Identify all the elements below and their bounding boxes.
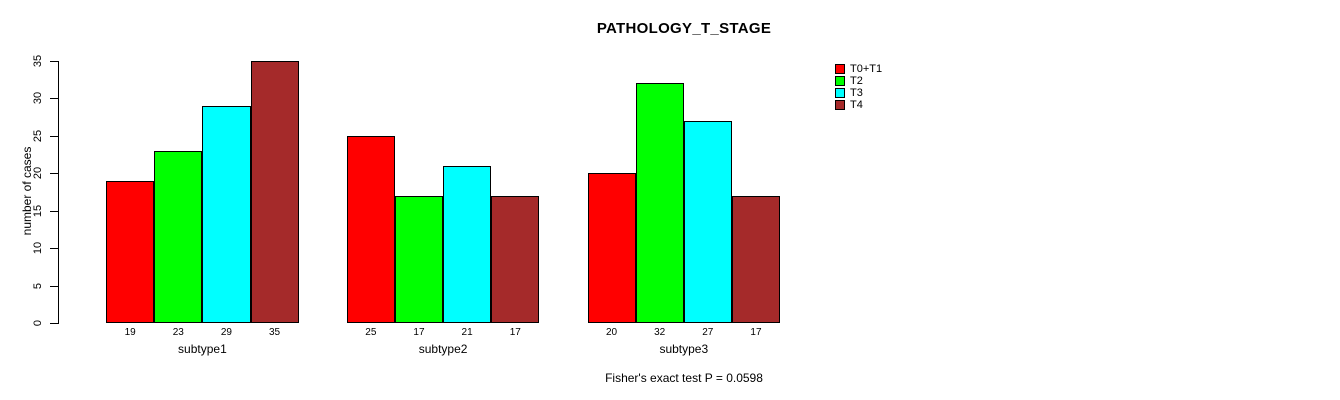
y-tick [50,323,58,324]
y-axis-label: number of cases [20,146,34,236]
bar-value-label: 35 [268,327,281,338]
legend-label: T0+T1 [850,63,883,75]
bar-value-label: 21 [461,327,473,338]
y-tick [50,135,58,137]
bar-subtype3-T0+T1 [587,173,636,323]
footnote-pvalue: Fisher's exact test P = 0.0598 [605,371,763,385]
bar-subtype1-T0+T1 [106,180,155,323]
x-category-label: subtype3 [659,342,709,356]
y-axis-line [58,60,59,324]
legend-item-T4: T4 [835,99,882,111]
legend-label: T4 [850,99,863,111]
legend-item-T3: T3 [835,87,882,99]
x-category-label: subtype1 [178,342,227,356]
y-tick-label: 30 [32,91,44,105]
legend-label: T2 [850,75,863,87]
y-tick [50,98,58,99]
bar-value-label: 20 [605,327,618,338]
y-tick-label: 35 [32,54,44,67]
legend-item-T2: T2 [835,75,882,87]
bar-subtype2-T4 [491,195,540,323]
y-tick [50,285,58,287]
legend-label: T3 [850,87,863,99]
bar-value-label: 17 [750,327,762,338]
y-tick-label: 0 [32,319,44,327]
bar-value-label: 19 [124,327,136,338]
y-tick [50,173,58,174]
bar-value-label: 25 [365,327,377,338]
y-tick-label: 25 [32,129,44,142]
bar-subtype3-T2 [635,83,684,323]
y-tick-label: 10 [32,241,44,255]
bar-value-label: 32 [654,327,666,338]
bar-value-label: 23 [172,327,184,338]
y-tick [50,60,58,62]
legend-swatch-icon [835,76,845,86]
y-tick [50,248,58,249]
legend: T0+T1 T2 T3 T4 [835,63,883,111]
bar-subtype2-T0+T1 [346,135,395,323]
bar-subtype2-T3 [443,165,492,323]
legend-item-T0+T1: T0+T1 [835,63,883,75]
bar-value-label: 17 [413,327,425,338]
legend-swatch-icon [835,88,845,98]
y-tick-label: 20 [32,166,44,180]
bar-value-label: 17 [509,327,521,338]
bar-value-label: 29 [220,327,232,338]
bar-value-label: 27 [702,327,714,338]
chart-title: PATHOLOGY_T_STAGE [596,20,772,37]
y-tick [50,210,58,212]
bar-subtype3-T3 [683,120,732,323]
bar-subtype3-T4 [731,195,781,323]
bar-subtype2-T2 [394,195,444,323]
legend-swatch-icon [835,64,845,74]
y-tick-label: 15 [32,204,44,217]
bar-subtype1-T4 [250,60,299,323]
x-category-label: subtype2 [418,342,468,356]
legend-swatch-icon [835,100,845,110]
bar-subtype1-T2 [154,150,203,323]
y-tick-label: 5 [32,282,44,289]
bar-subtype1-T3 [202,105,251,323]
